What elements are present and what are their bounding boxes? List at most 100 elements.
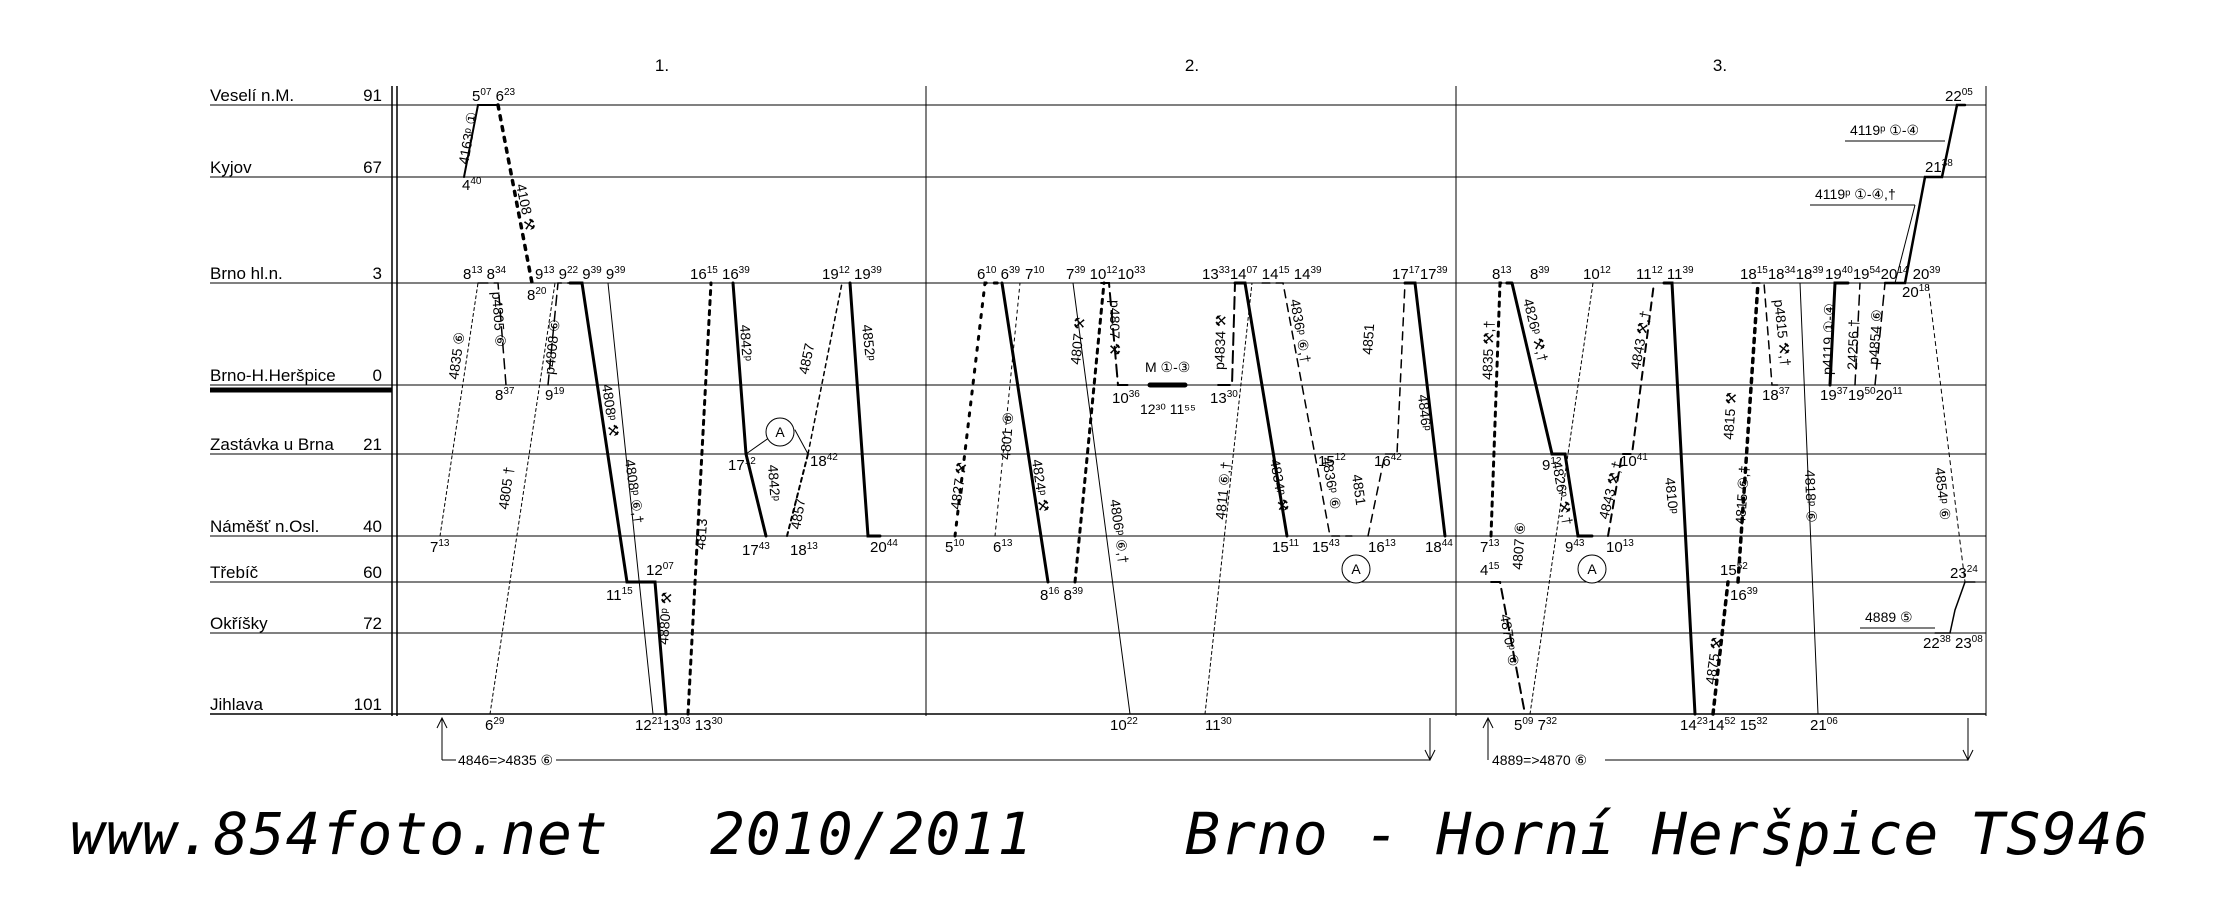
train-label: 4836ᵖ ⑥,† <box>1287 298 1314 364</box>
train-path <box>848 281 882 538</box>
footer-code: TS946 <box>1970 800 2150 868</box>
transfer-label: 4889=>4870 ⑥ <box>1492 752 1587 768</box>
station-km: 40 <box>363 517 382 536</box>
footer-station: Brno - Horní Heršpice <box>1185 800 1940 868</box>
svg-text:839: 839 <box>1530 265 1550 283</box>
marker-a: A <box>1341 554 1371 584</box>
train-label: 4811 ⑥,† <box>1212 461 1234 521</box>
station-name: Veselí n.M. <box>210 86 294 105</box>
svg-text:1012: 1012 <box>1583 265 1611 283</box>
train-path <box>1751 282 1781 386</box>
train-path <box>1403 281 1447 538</box>
svg-text:919: 919 <box>545 386 565 404</box>
transfer-bracket <box>436 716 1436 762</box>
svg-text:2138: 2138 <box>1925 158 1953 176</box>
train-label: p4854 ⑥ <box>1865 309 1885 365</box>
train-path <box>1662 281 1697 716</box>
station-km: 67 <box>363 158 382 177</box>
station-km: 72 <box>363 614 382 633</box>
station-name: Jihlava <box>210 695 263 714</box>
train-label: p4807 ⚒ <box>1107 300 1123 355</box>
svg-text:193719502011: 193719502011 <box>1820 386 1903 404</box>
transfer-label: 4846=>4835 ⑥ <box>458 752 553 768</box>
svg-text:1844: 1844 <box>1425 538 1453 556</box>
svg-text:2238 2308: 2238 2308 <box>1923 634 1983 652</box>
train-path <box>607 282 654 715</box>
train-4889-label: 4889 ⑤ <box>1865 609 1913 625</box>
train-label: 4835 ⚒,† <box>1479 320 1497 380</box>
train-label: p4815 ⚒,† <box>1771 299 1794 367</box>
train-path <box>1799 282 1819 715</box>
svg-text:2044: 2044 <box>870 538 898 556</box>
svg-text:1543: 1543 <box>1312 538 1340 556</box>
train-path <box>1072 282 1131 715</box>
annotations: 4119ᵖ ①-④ 4119ᵖ ①-④,† 4889 ⑤ A A A M ①-③… <box>436 122 1974 768</box>
svg-text:610 639: 610 639 <box>977 265 1021 283</box>
train-label: 4851 <box>1349 473 1369 506</box>
station-labels: Veselí n.M. 91 Kyjov 67 Brno hl.n. 3 Brn… <box>210 86 382 714</box>
train-label: 4843 ⚒,† <box>1627 309 1653 370</box>
svg-text:1642: 1642 <box>1374 452 1402 470</box>
marker-a-label: A <box>1587 561 1597 577</box>
train-label: 4827 ⚒ <box>947 461 969 510</box>
period-label: 2. <box>1185 56 1199 75</box>
train-4119-label: 4119ᵖ ①-④,† <box>1815 186 1896 202</box>
svg-text:1912 1939: 1912 1939 <box>822 265 882 283</box>
station-km: 101 <box>354 695 382 714</box>
train-path <box>1883 103 1967 285</box>
train-label: 4842ᵖ <box>737 324 756 361</box>
train-label: 4810ᵖ <box>1662 477 1682 515</box>
marker-a: A <box>1577 554 1607 584</box>
station-name: Brno-H.Heršpice <box>210 366 336 385</box>
svg-text:1712: 1712 <box>728 456 756 474</box>
train-label: 4857 <box>795 342 817 376</box>
period-label: 3. <box>1713 56 1727 75</box>
svg-text:813 834: 813 834 <box>463 265 507 283</box>
train-path <box>1711 580 1730 716</box>
marker-a: A <box>765 417 795 447</box>
train-path <box>489 282 556 715</box>
svg-text:2205: 2205 <box>1945 87 1973 105</box>
train-label: 4842ᵖ <box>765 464 784 501</box>
train-label: 4857 <box>787 497 808 531</box>
svg-text:2324: 2324 <box>1950 564 1978 582</box>
train-path <box>994 282 1021 537</box>
train-path <box>1217 282 1236 386</box>
train-paths <box>439 103 1976 716</box>
station-name: Kyjov <box>210 158 252 177</box>
svg-text:1639: 1639 <box>1730 586 1758 604</box>
train-path <box>731 281 768 538</box>
train-path <box>1489 281 1514 538</box>
svg-text:820: 820 <box>527 286 547 304</box>
svg-text:415: 415 <box>1480 561 1500 579</box>
footer: www.854foto.net 2010/2011 Brno - Horní H… <box>70 800 2190 880</box>
train-path <box>1607 282 1655 537</box>
period-headers: 1. 2. 3. <box>655 56 1727 75</box>
svg-text:837: 837 <box>495 386 515 404</box>
train-label: 4835 ⑥ <box>445 331 467 380</box>
train-label: 4808ᵖ ⑥,† <box>622 458 647 524</box>
station-km: 91 <box>363 86 382 105</box>
train-label: 4808ᵖ ⚒ <box>599 383 622 438</box>
train-path <box>1736 281 1760 584</box>
train-label: 4807 ⑥ <box>1509 522 1528 571</box>
svg-text:1552: 1552 <box>1720 561 1748 579</box>
svg-text:710: 710 <box>1025 265 1045 283</box>
train-path <box>686 281 713 716</box>
train-path <box>1828 281 1850 387</box>
svg-text:2106: 2106 <box>1810 716 1838 734</box>
train-path <box>1914 282 1966 583</box>
svg-text:2018: 2018 <box>1902 283 1930 301</box>
svg-text:1511: 1511 <box>1272 538 1300 556</box>
svg-text:1022: 1022 <box>1110 716 1138 734</box>
footer-url: www.854foto.net <box>70 800 609 868</box>
train-path <box>1073 281 1106 584</box>
train-label: 4851 <box>1359 323 1377 355</box>
train-path <box>1529 282 1594 715</box>
train-path <box>1100 282 1131 386</box>
station-km: 3 <box>373 264 382 283</box>
train-label: 4836ᵖ ⑥ <box>1319 456 1344 511</box>
svg-text:181518341839: 181518341839 <box>1740 265 1824 283</box>
transfer-bracket <box>1482 716 1974 762</box>
